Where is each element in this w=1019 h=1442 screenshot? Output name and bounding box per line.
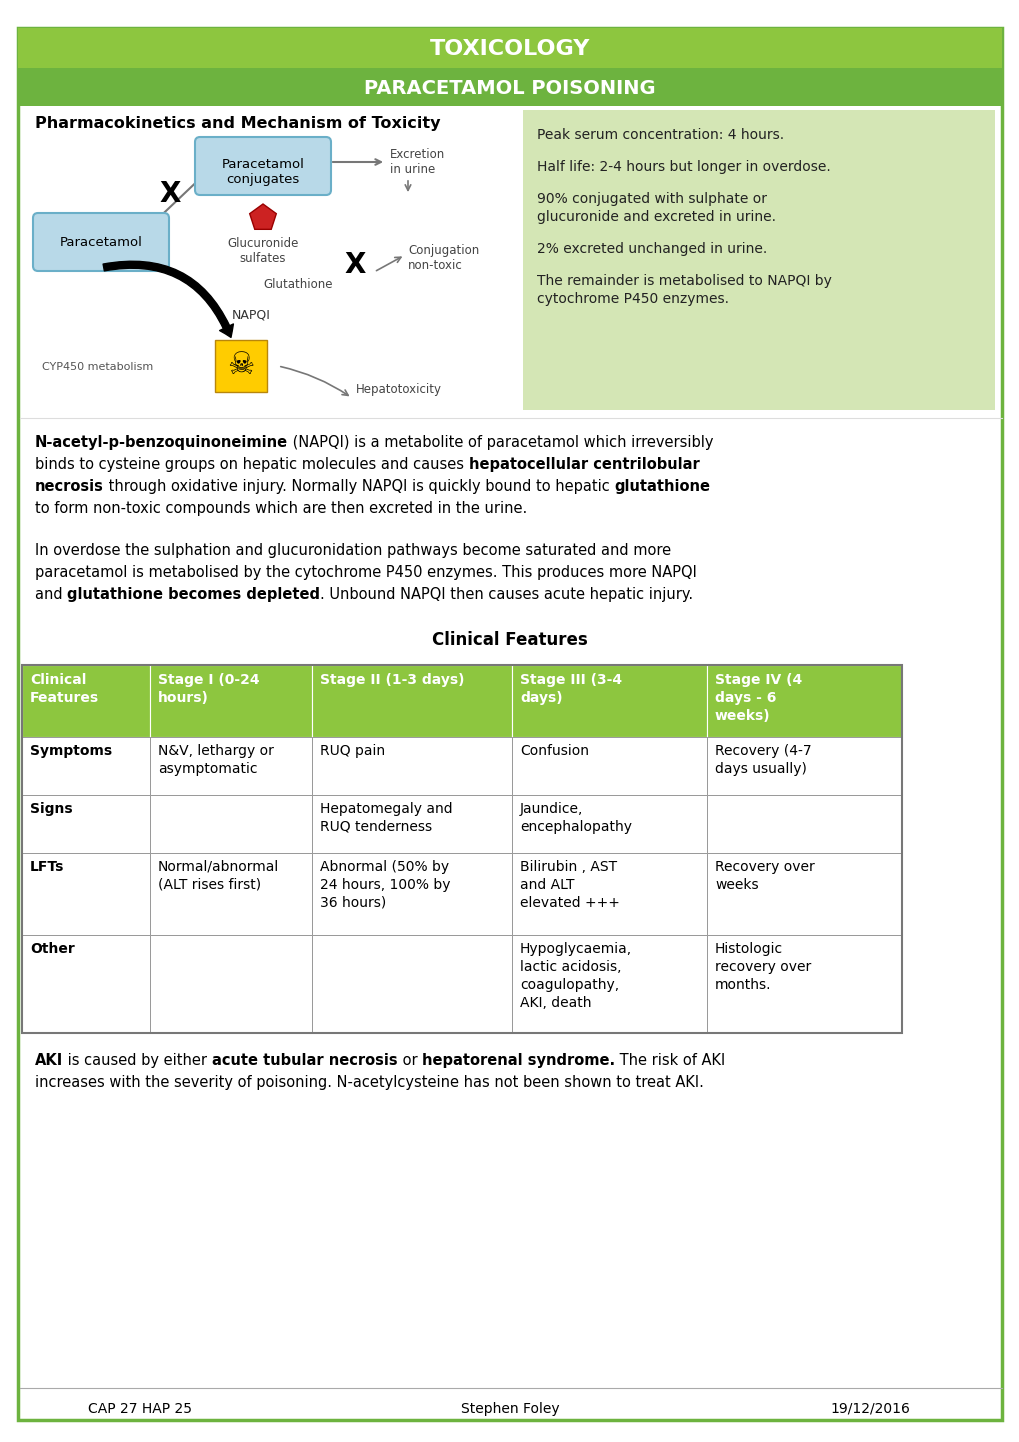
Text: Recovery over
weeks: Recovery over weeks [714, 859, 814, 891]
Bar [512, 665, 706, 737]
Text: and: and [35, 587, 67, 601]
Text: 90% conjugated with sulphate or
glucuronide and excreted in urine.: 90% conjugated with sulphate or glucuron… [536, 192, 775, 225]
Text: The risk of AKI: The risk of AKI [614, 1053, 725, 1069]
Text: RUQ pain: RUQ pain [320, 744, 385, 758]
Text: binds to cysteine groups on hepatic molecules and causes: binds to cysteine groups on hepatic mole… [35, 457, 468, 472]
Bar [706, 795, 901, 854]
Bar [512, 795, 706, 854]
Text: 19/12/2016: 19/12/2016 [829, 1402, 909, 1416]
Text: Paracetamol: Paracetamol [59, 236, 143, 249]
FancyArrowPatch shape [103, 261, 233, 337]
Text: Paracetamol
conjugates: Paracetamol conjugates [221, 159, 304, 186]
Text: Conjugation
non-toxic: Conjugation non-toxic [408, 244, 479, 273]
Text: Recovery (4-7
days usually): Recovery (4-7 days usually) [714, 744, 811, 776]
Text: Stage III (3-4
days): Stage III (3-4 days) [520, 673, 622, 705]
Text: . Unbound NAPQI then causes acute hepatic injury.: . Unbound NAPQI then causes acute hepati… [320, 587, 693, 601]
Bar [18, 27, 1001, 68]
Text: hepatorenal syndrome.: hepatorenal syndrome. [421, 1053, 614, 1069]
Text: Confusion: Confusion [520, 744, 588, 758]
Text: Stage IV (4
days - 6
weeks): Stage IV (4 days - 6 weeks) [714, 673, 802, 722]
Text: paracetamol is metabolised by the cytochrome P450 enzymes. This produces more NA: paracetamol is metabolised by the cytoch… [35, 565, 696, 580]
Text: CAP 27 HAP 25: CAP 27 HAP 25 [88, 1402, 192, 1416]
Text: Glucuronide
sulfates: Glucuronide sulfates [227, 236, 299, 265]
Text: Symptoms: Symptoms [30, 744, 112, 758]
Bar [215, 340, 267, 392]
Text: Stage II (1-3 days): Stage II (1-3 days) [320, 673, 464, 686]
Bar [706, 934, 901, 1032]
Text: Histologic
recovery over
months.: Histologic recovery over months. [714, 942, 810, 992]
Text: Glutathione: Glutathione [263, 278, 332, 291]
Bar [312, 737, 512, 795]
Text: Hepatotoxicity: Hepatotoxicity [356, 384, 441, 397]
Text: Stephen Foley: Stephen Foley [461, 1402, 558, 1416]
Text: Stage I (0-24
hours): Stage I (0-24 hours) [158, 673, 260, 705]
FancyBboxPatch shape [195, 137, 331, 195]
Bar [312, 795, 512, 854]
Text: The remainder is metabolised to NAPQI by
cytochrome P450 enzymes.: The remainder is metabolised to NAPQI by… [536, 274, 832, 306]
Text: to form non-toxic compounds which are then excreted in the urine.: to form non-toxic compounds which are th… [35, 500, 527, 516]
Text: 2% excreted unchanged in urine.: 2% excreted unchanged in urine. [536, 242, 766, 257]
Text: X: X [159, 180, 180, 208]
Text: is caused by either: is caused by either [63, 1053, 212, 1069]
Polygon shape [250, 203, 276, 229]
Text: Bilirubin , AST
and ALT
elevated +++: Bilirubin , AST and ALT elevated +++ [520, 859, 620, 910]
Text: Pharmacokinetics and Mechanism of Toxicity: Pharmacokinetics and Mechanism of Toxici… [35, 115, 440, 131]
Text: N-acetyl-p-benzoquinoneimine: N-acetyl-p-benzoquinoneimine [35, 435, 287, 450]
Text: LFTs: LFTs [30, 859, 64, 874]
Bar [312, 934, 512, 1032]
Text: increases with the severity of poisoning. N-acetylcysteine has not been shown to: increases with the severity of poisoning… [35, 1074, 703, 1090]
Text: acute tubular necrosis: acute tubular necrosis [212, 1053, 397, 1069]
Text: through oxidative injury. Normally NAPQI is quickly bound to hepatic: through oxidative injury. Normally NAPQI… [104, 479, 613, 495]
Bar [312, 854, 512, 934]
Bar [512, 854, 706, 934]
Text: AKI: AKI [35, 1053, 63, 1069]
Bar [706, 737, 901, 795]
Text: ☠: ☠ [227, 352, 255, 381]
Text: Jaundice,
encephalopathy: Jaundice, encephalopathy [520, 802, 632, 833]
Text: Peak serum concentration: 4 hours.: Peak serum concentration: 4 hours. [536, 128, 784, 141]
Text: or: or [397, 1053, 421, 1069]
Bar [22, 934, 150, 1032]
Text: hepatocellular centrilobular: hepatocellular centrilobular [468, 457, 699, 472]
Text: glutathione: glutathione [613, 479, 709, 495]
FancyBboxPatch shape [33, 213, 169, 271]
Text: Abnormal (50% by
24 hours, 100% by
36 hours): Abnormal (50% by 24 hours, 100% by 36 ho… [320, 859, 450, 910]
Text: PARACETAMOL POISONING: PARACETAMOL POISONING [364, 78, 655, 98]
Text: Normal/abnormal
(ALT rises first): Normal/abnormal (ALT rises first) [158, 859, 279, 891]
Bar [150, 737, 312, 795]
Bar [150, 934, 312, 1032]
Text: glutathione becomes depleted: glutathione becomes depleted [67, 587, 320, 601]
Bar [706, 665, 901, 737]
Text: Other: Other [30, 942, 74, 956]
Text: X: X [344, 251, 366, 278]
Bar [18, 68, 1001, 107]
Bar [150, 665, 312, 737]
Bar [150, 854, 312, 934]
Bar [512, 934, 706, 1032]
Text: Signs: Signs [30, 802, 72, 816]
Text: Clinical
Features: Clinical Features [30, 673, 99, 705]
Bar [22, 665, 901, 1032]
Text: Hypoglycaemia,
lactic acidosis,
coagulopathy,
AKI, death: Hypoglycaemia, lactic acidosis, coagulop… [520, 942, 632, 1009]
Text: CYP450 metabolism: CYP450 metabolism [42, 362, 153, 372]
Text: Hepatomegaly and
RUQ tenderness: Hepatomegaly and RUQ tenderness [320, 802, 452, 833]
Text: necrosis: necrosis [35, 479, 104, 495]
Text: NAPQI: NAPQI [231, 309, 271, 322]
Bar [22, 665, 150, 737]
Bar [22, 737, 150, 795]
Text: Excretion
in urine: Excretion in urine [389, 149, 445, 176]
Bar [512, 737, 706, 795]
Bar [22, 854, 150, 934]
Bar [706, 854, 901, 934]
Text: In overdose the sulphation and glucuronidation pathways become saturated and mor: In overdose the sulphation and glucuroni… [35, 544, 671, 558]
Text: N&V, lethargy or
asymptomatic: N&V, lethargy or asymptomatic [158, 744, 274, 776]
Bar [150, 795, 312, 854]
Text: Clinical Features: Clinical Features [432, 632, 587, 649]
Text: Half life: 2-4 hours but longer in overdose.: Half life: 2-4 hours but longer in overd… [536, 160, 829, 174]
Bar [523, 110, 994, 410]
Bar [22, 795, 150, 854]
Bar [312, 665, 512, 737]
Text: TOXICOLOGY: TOXICOLOGY [429, 39, 590, 59]
Text: (NAPQI) is a metabolite of paracetamol which irreversibly: (NAPQI) is a metabolite of paracetamol w… [287, 435, 713, 450]
